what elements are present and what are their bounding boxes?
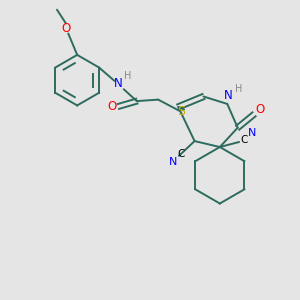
Text: H: H [236, 84, 243, 94]
Text: C: C [178, 148, 185, 159]
Text: S: S [177, 105, 185, 118]
Text: C: C [240, 135, 247, 145]
Text: O: O [108, 100, 117, 113]
Text: N: N [248, 128, 257, 138]
Text: H: H [124, 70, 132, 80]
Text: O: O [61, 22, 70, 35]
Text: N: N [169, 157, 177, 167]
Text: N: N [114, 77, 123, 90]
Text: O: O [255, 103, 265, 116]
Text: N: N [224, 89, 232, 102]
